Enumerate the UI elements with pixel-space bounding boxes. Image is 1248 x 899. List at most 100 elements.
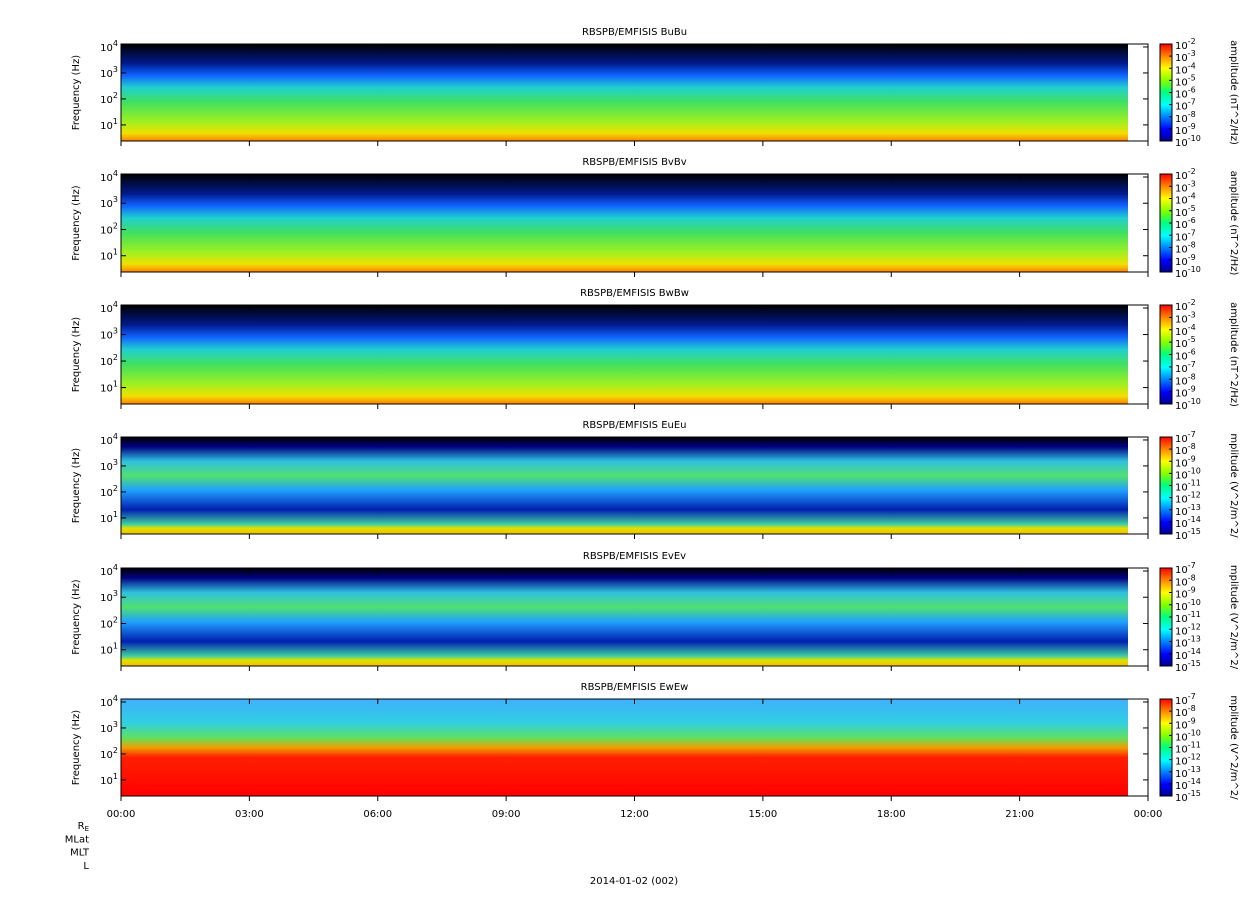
y-tick-label-exponent: 1: [113, 641, 118, 650]
y-tick-label: 101: [100, 247, 118, 263]
y-tick-label-base: 10: [100, 724, 113, 735]
x-tick-label: 00:00: [107, 809, 136, 820]
y-tick-label-base: 10: [100, 43, 113, 54]
ephemeris-label: RE: [78, 821, 89, 833]
colorbar-tick-label: 10-2: [1175, 37, 1196, 53]
colorbar-tick-label-base: 10: [1175, 434, 1188, 445]
colorbar-tick-label-base: 10: [1175, 470, 1188, 481]
colorbar-tick-label: 10-7: [1175, 561, 1196, 577]
colorbar-tick-label-exponent: -10: [1188, 728, 1201, 737]
colorbar-tick-label: 10-9: [1175, 121, 1196, 137]
colorbar-tick-label-base: 10: [1175, 327, 1188, 338]
colorbar-tick-label-base: 10: [1175, 507, 1188, 518]
y-tick-label-exponent: 4: [113, 38, 118, 47]
colorbar-tick-label-base: 10: [1175, 364, 1188, 375]
colorbar-tick-label-exponent: -9: [1188, 121, 1196, 130]
colorbar-tick-label: 10-8: [1175, 573, 1196, 589]
colorbar-label: amplitude (nT^2/Hz): [1228, 171, 1239, 276]
y-tick-label-exponent: 2: [113, 615, 118, 624]
colorbar-tick-label: 10-6: [1175, 216, 1196, 232]
spectrogram-image: [121, 305, 1128, 404]
colorbar-tick-label: 10-11: [1175, 478, 1201, 494]
x-tick-label: 12:00: [620, 809, 649, 820]
y-tick-label-base: 10: [100, 750, 113, 761]
x-tick-label: 00:00: [1134, 809, 1163, 820]
y-tick-label-base: 10: [100, 514, 113, 525]
colorbar-tick-label: 10-9: [1175, 585, 1196, 601]
y-tick-label: 104: [100, 562, 118, 578]
colorbar-tick-label: 10-14: [1175, 776, 1201, 792]
colorbar-tick-label-base: 10: [1175, 602, 1188, 613]
colorbar-tick-label-exponent: -8: [1188, 240, 1196, 249]
y-tick-label: 103: [100, 326, 118, 342]
colorbar-tick-label-exponent: -8: [1188, 109, 1196, 118]
colorbar-tick-label-base: 10: [1175, 220, 1188, 231]
y-tick-label: 102: [100, 745, 118, 761]
colorbar-tick-label: 10-8: [1175, 372, 1196, 388]
colorbar-tick-label-exponent: -9: [1188, 454, 1196, 463]
y-tick-label: 102: [100, 353, 118, 369]
y-tick-label-base: 10: [100, 567, 113, 578]
colorbar-tick-label-exponent: -15: [1188, 789, 1201, 798]
colorbar-tick-label-exponent: -9: [1188, 252, 1196, 261]
colorbar-tick-label: 10-7: [1175, 228, 1196, 244]
colorbar-tick-label-base: 10: [1175, 339, 1188, 350]
colorbar-tick-label-base: 10: [1175, 626, 1188, 637]
colorbar-tick-label: 10-13: [1175, 502, 1201, 518]
colorbar-tick-label-base: 10: [1175, 769, 1188, 780]
colorbar-tick-label-exponent: -11: [1188, 610, 1201, 619]
y-tick-label: 102: [100, 90, 118, 106]
colorbar-tick-label: 10-12: [1175, 490, 1201, 506]
y-tick-label: 102: [100, 615, 118, 631]
colorbar-tick-label-exponent: -7: [1188, 359, 1196, 368]
y-tick-label: 101: [100, 771, 118, 787]
colorbar-tick-label-base: 10: [1175, 90, 1188, 101]
colorbar-tick-label: 10-7: [1175, 692, 1196, 708]
y-axis-label: Frequency (Hz): [71, 710, 82, 786]
colorbar-tick-label: 10-9: [1175, 716, 1196, 732]
colorbar-tick-label: 10-10: [1175, 466, 1201, 482]
colorbar-tick-label: 10-14: [1175, 646, 1201, 662]
y-tick-label-base: 10: [100, 331, 113, 342]
colorbar-tick-label: 10-7: [1175, 430, 1196, 446]
panel-title: RBSPB/EMFISIS EwEw: [581, 682, 689, 693]
colorbar-tick-label-exponent: -12: [1188, 752, 1201, 761]
y-tick-label-base: 10: [100, 462, 113, 473]
y-tick-label-exponent: 2: [113, 483, 118, 492]
x-tick-label: 15:00: [748, 809, 777, 820]
colorbar-tick-label-base: 10: [1175, 696, 1188, 707]
y-tick-label-base: 10: [100, 199, 113, 210]
colorbar-tick-label-base: 10: [1175, 639, 1188, 650]
colorbar-tick-label-base: 10: [1175, 745, 1188, 756]
ephemeris-label: MLT: [70, 848, 90, 859]
colorbar-tick-label-exponent: -5: [1188, 335, 1196, 344]
colorbar-tick-label: 10-15: [1175, 789, 1201, 805]
y-tick-label-exponent: 1: [113, 771, 118, 780]
colorbar-tick-label-exponent: -8: [1188, 573, 1196, 582]
ephemeris-label-text: MLat: [65, 834, 89, 845]
colorbar-tick-label-exponent: -7: [1188, 228, 1196, 237]
colorbar-tick-label-base: 10: [1175, 519, 1188, 530]
colorbar-tick-label: 10-8: [1175, 109, 1196, 125]
colorbar-tick-label-exponent: -5: [1188, 73, 1196, 82]
ephemeris-label-text: R: [78, 821, 85, 832]
colorbar-tick-label: 10-8: [1175, 704, 1196, 720]
colorbar-tick-label-base: 10: [1175, 196, 1188, 207]
x-tick-label: 21:00: [1005, 809, 1034, 820]
y-tick-label-exponent: 2: [113, 221, 118, 230]
colorbar-tick-label-base: 10: [1175, 651, 1188, 662]
colorbar-tick-label-exponent: -6: [1188, 85, 1196, 94]
colorbar-tick-label-base: 10: [1175, 171, 1188, 182]
x-tick-label: 09:00: [492, 809, 521, 820]
colorbar-tick-label-exponent: -5: [1188, 203, 1196, 212]
colorbar-tick-label-exponent: -15: [1188, 527, 1201, 536]
colorbar-tick-label: 10-10: [1175, 728, 1201, 744]
colorbar-tick-label-base: 10: [1175, 102, 1188, 113]
colorbar-tick-label-base: 10: [1175, 65, 1188, 76]
colorbar-tick-label-exponent: -4: [1188, 191, 1196, 200]
colorbar-tick-label-base: 10: [1175, 732, 1188, 743]
colorbar-tick-label-exponent: -8: [1188, 704, 1196, 713]
x-tick-label: 18:00: [877, 809, 906, 820]
colorbar-label: mplitude (V^2/m^2/: [1228, 433, 1239, 538]
colorbar-tick-label: 10-13: [1175, 764, 1201, 780]
